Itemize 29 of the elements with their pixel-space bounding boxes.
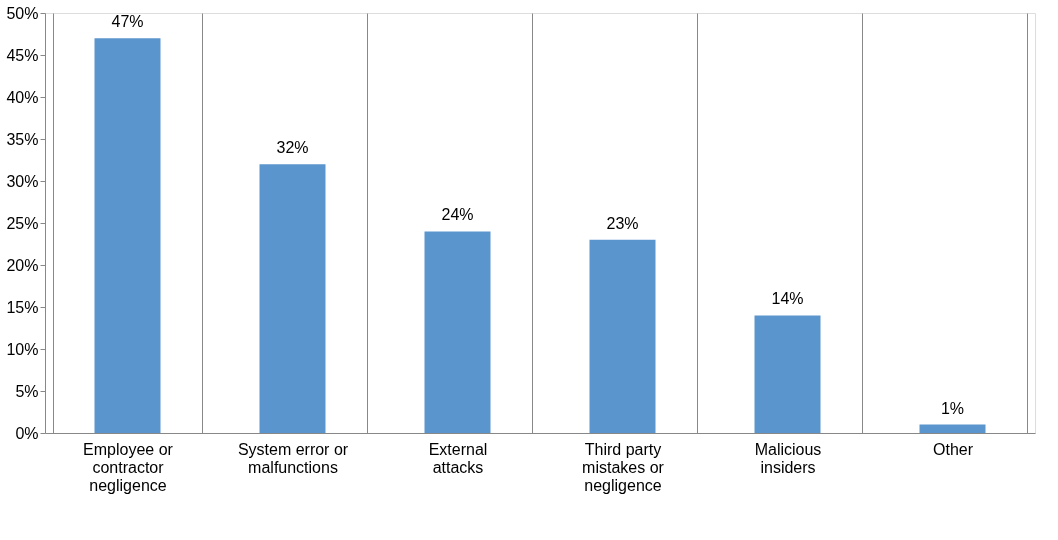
data-label: 47% xyxy=(111,13,144,31)
x-tick-label: Other xyxy=(932,440,974,458)
data-label: 14% xyxy=(771,290,804,308)
x-tick-label: Malicious insiders xyxy=(754,440,822,476)
y-tick-label: 20% xyxy=(6,256,39,274)
y-tick-label: 40% xyxy=(6,88,39,106)
y-tick-label: 10% xyxy=(6,340,39,358)
y-tick-label: 50% xyxy=(6,4,39,22)
y-tick-label: 0% xyxy=(15,424,39,442)
x-tick-label: Employee or contractor negligence xyxy=(83,440,174,494)
x-tick-label: System error or malfunctions xyxy=(237,440,349,476)
bar xyxy=(94,38,161,433)
bar xyxy=(919,424,986,433)
x-tick-label: Third party mistakes or negligence xyxy=(582,440,665,494)
y-tick-label: 35% xyxy=(6,130,39,148)
data-label: 32% xyxy=(276,139,309,157)
bar xyxy=(424,231,491,433)
y-tick-label: 25% xyxy=(6,214,39,232)
data-label: 1% xyxy=(940,399,965,417)
y-tick-label: 5% xyxy=(15,382,39,400)
bar xyxy=(589,239,656,433)
bar xyxy=(259,164,326,433)
data-label: 23% xyxy=(606,214,639,232)
x-tick-label: External attacks xyxy=(428,440,488,476)
y-tick-label: 45% xyxy=(6,46,39,64)
data-label: 24% xyxy=(441,206,474,224)
bar xyxy=(754,315,821,433)
y-tick-label: 15% xyxy=(6,298,39,316)
y-tick-label: 30% xyxy=(6,172,39,190)
